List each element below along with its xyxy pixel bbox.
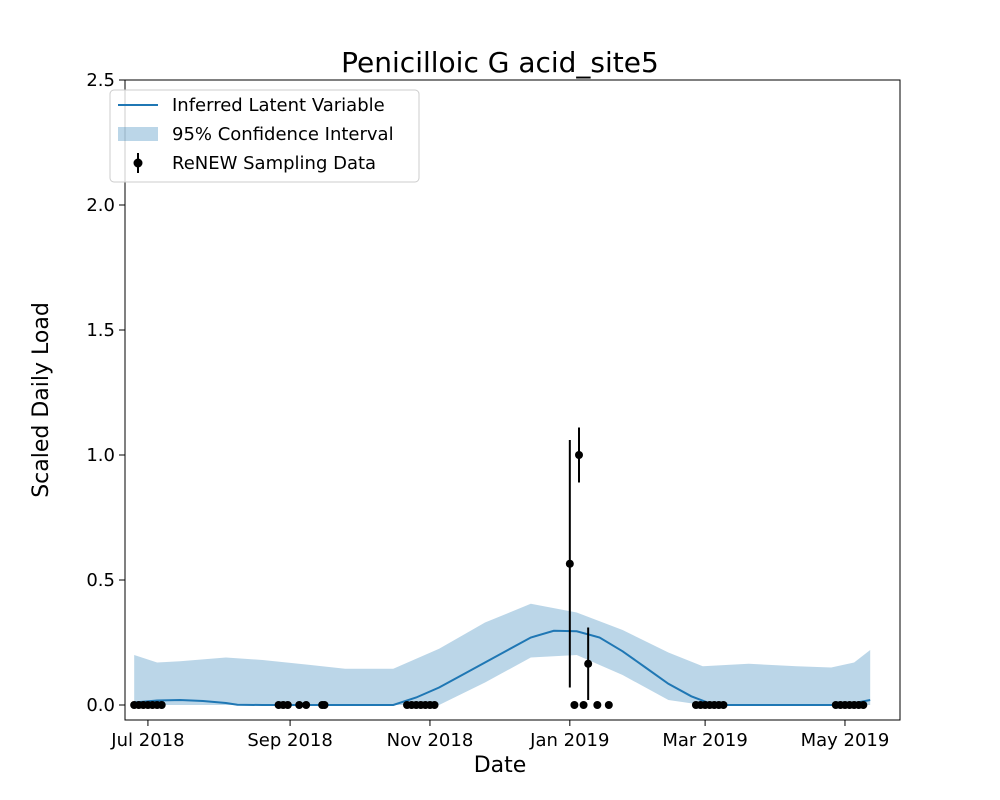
ci-band	[134, 603, 871, 705]
y-tick-label-5: 2.5	[86, 70, 115, 91]
legend-label-ci: 95% Confidence Interval	[172, 124, 394, 145]
legend-band-swatch	[118, 127, 158, 141]
y-tick-label-1: 0.5	[86, 570, 115, 591]
plot-area	[130, 427, 871, 709]
y-tick-label-2: 1.0	[86, 445, 115, 466]
y-tick-label-4: 2.0	[86, 195, 115, 216]
x-tick-label-2: Nov 2018	[387, 730, 474, 751]
sample-point-27	[604, 701, 613, 709]
sample-point-25	[584, 659, 593, 668]
chart-title: Penicilloic G acid_site5	[341, 46, 659, 79]
legend-frame	[109, 89, 420, 183]
sample-point-22	[570, 701, 579, 709]
legend: Inferred Latent Variable 95% Confidence …	[109, 89, 420, 183]
latent-line	[134, 629, 871, 706]
sample-point-21	[565, 559, 574, 568]
y-axis: 0.0 0.5 1.0 1.5 2.0 2.5	[86, 70, 125, 716]
y-tick-label-0: 0.0	[86, 695, 115, 716]
y-axis-label: Scaled Daily Load	[29, 302, 54, 498]
legend-label-latent: Inferred Latent Variable	[172, 95, 385, 116]
y-tick-label-3: 1.5	[86, 320, 115, 341]
sample-point-11	[302, 701, 311, 709]
sample-point-9	[283, 701, 292, 709]
sample-point-24	[579, 701, 588, 709]
x-tick-label-0: Jul 2018	[110, 730, 184, 751]
sample-point-41	[859, 701, 868, 709]
sample-point-10	[295, 701, 304, 709]
x-tick-label-1: Sep 2018	[247, 730, 332, 751]
sample-point-23	[574, 451, 583, 459]
sample-point-34	[719, 701, 728, 709]
plot-frame	[124, 79, 901, 721]
x-axis-label: Date	[474, 753, 527, 778]
sample-point-26	[593, 701, 602, 709]
x-axis: Jul 2018 Sep 2018 Nov 2018 Jan 2019 Mar 2019…	[110, 720, 889, 751]
sample-point-20	[430, 701, 439, 709]
x-tick-label-4: Mar 2019	[662, 730, 748, 751]
sample-point-13	[320, 701, 329, 709]
legend-label-samples: ReNEW Sampling Data	[172, 153, 376, 174]
x-tick-label-3: Jan 2019	[529, 730, 609, 751]
sample-point-6	[157, 701, 166, 709]
legend-point-swatch	[133, 158, 143, 168]
x-tick-label-5: May 2019	[801, 730, 890, 751]
